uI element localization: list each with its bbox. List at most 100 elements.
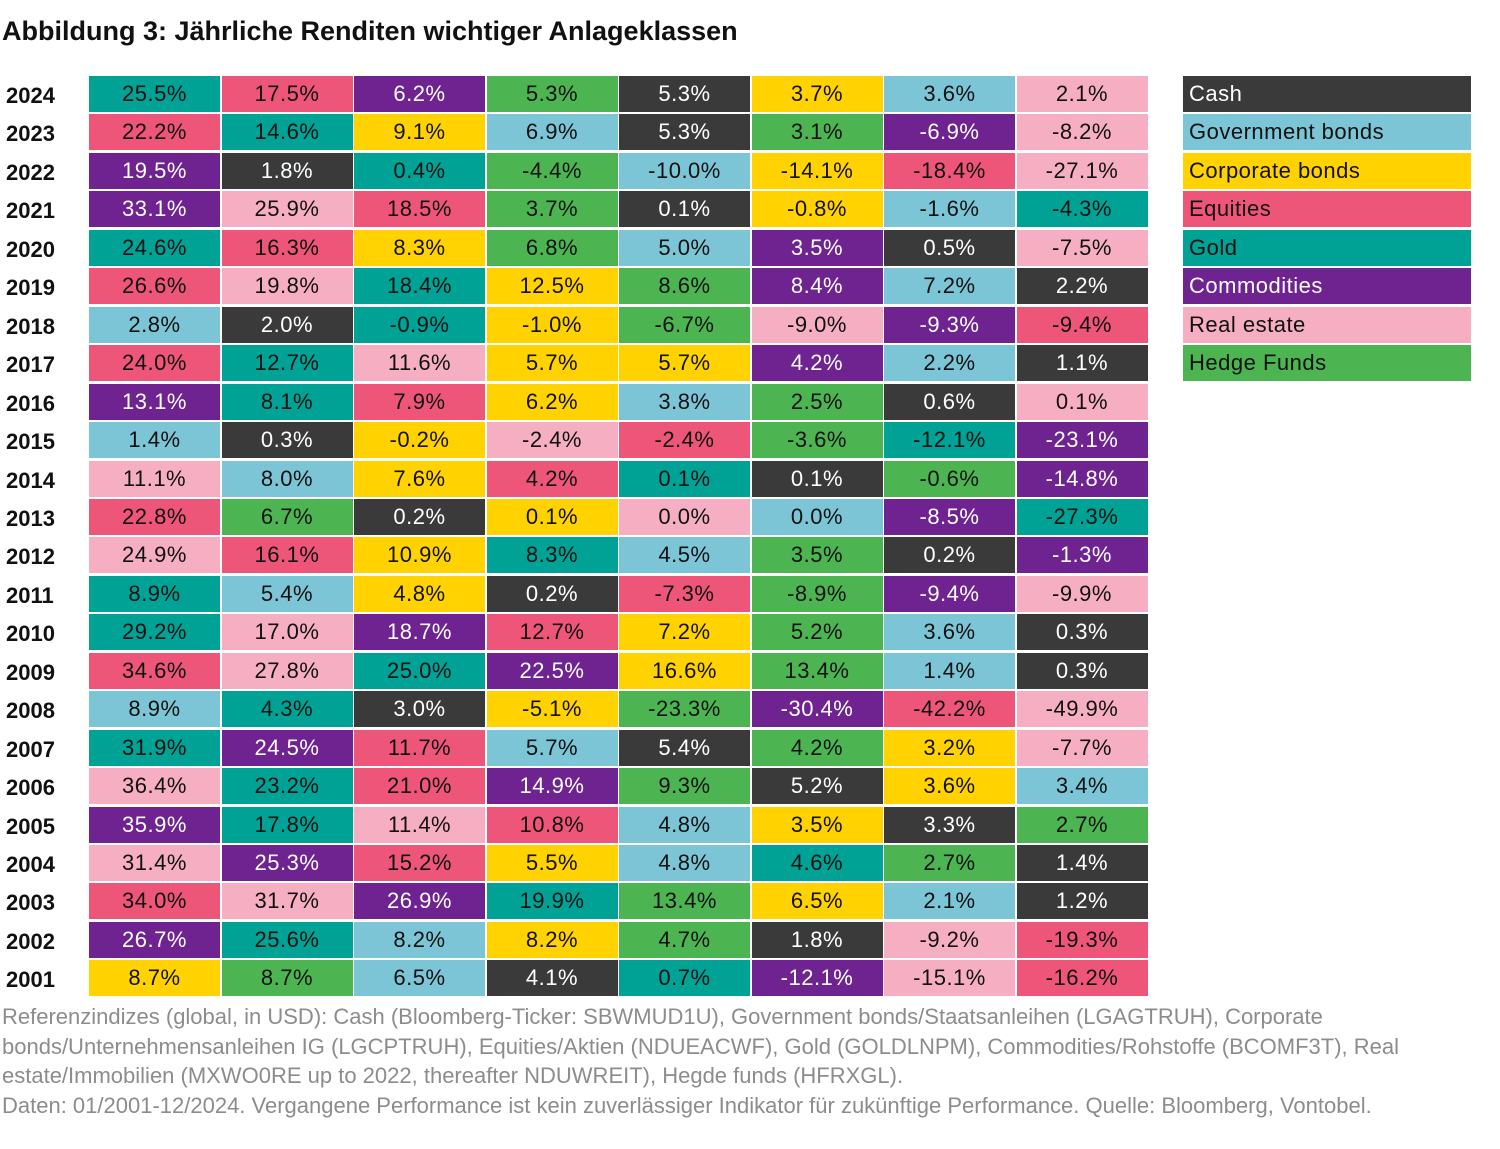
cell-comm: -14.8%: [1016, 460, 1148, 497]
cell-gov: 5.7%: [486, 729, 618, 766]
cell-re: 25.9%: [221, 191, 353, 228]
cell-eq: -18.4%: [884, 152, 1015, 189]
cell-comm: 6.2%: [354, 76, 485, 112]
year-label: 2019: [6, 275, 55, 301]
cell-corp: 0.1%: [486, 498, 618, 535]
cell-gold: 4.6%: [751, 845, 883, 881]
cell-corp: 6.2%: [486, 383, 618, 420]
cell-hf: 2.7%: [1016, 806, 1148, 843]
cell-comm: 8.4%: [751, 268, 883, 305]
cell-comm: 3.5%: [751, 229, 883, 266]
year-label: 2009: [6, 659, 55, 685]
cell-eq: 26.6%: [89, 268, 220, 305]
cell-comm: -23.1%: [1016, 422, 1148, 459]
year-label: 2024: [6, 83, 55, 108]
cell-corp: 3.6%: [884, 768, 1015, 805]
cell-corp: 3.5%: [751, 806, 883, 843]
cell-gold: 8.1%: [221, 383, 353, 420]
cell-eq: 16.1%: [221, 537, 353, 574]
legend-item-comm: Commodities: [1183, 268, 1471, 305]
cell-corp: 8.7%: [89, 960, 220, 997]
cell-hf: 6.8%: [486, 229, 618, 266]
cell-cash: 5.2%: [751, 768, 883, 805]
cell-eq: 16.3%: [221, 229, 353, 266]
cell-eq: 7.9%: [354, 383, 485, 420]
cell-comm: -12.1%: [751, 960, 883, 997]
cell-hf: 3.1%: [751, 114, 883, 151]
cell-eq: -7.3%: [619, 575, 750, 612]
cell-gov: 2.2%: [884, 345, 1015, 382]
cell-eq: 22.8%: [89, 498, 220, 535]
cell-cash: 0.1%: [619, 191, 750, 228]
year-label: 2011: [6, 582, 54, 608]
cell-hf: 8.6%: [619, 268, 750, 305]
cell-cash: 5.4%: [619, 729, 750, 766]
cell-cash: 3.3%: [884, 806, 1015, 843]
cell-gold: 18.4%: [354, 268, 485, 305]
cell-eq: -9.4%: [1016, 306, 1148, 343]
cell-corp: -0.2%: [354, 422, 485, 459]
cell-re: 0.0%: [619, 498, 750, 535]
cell-gold: -27.3%: [1016, 498, 1148, 535]
cell-eq: 17.5%: [221, 76, 353, 112]
cell-hf: 3.7%: [486, 191, 618, 228]
cell-re: -7.7%: [1016, 729, 1148, 766]
cell-cash: 2.2%: [1016, 268, 1148, 305]
cell-re: 19.8%: [221, 268, 353, 305]
cell-cash: 0.5%: [884, 229, 1015, 266]
cell-re: 31.7%: [221, 883, 353, 920]
cell-hf: -0.6%: [884, 460, 1015, 497]
cell-comm: -9.4%: [884, 575, 1015, 612]
cell-corp: 16.6%: [619, 652, 750, 689]
legend-item-gold: Gold: [1183, 229, 1471, 266]
cell-hf: 2.5%: [751, 383, 883, 420]
cell-gov: 4.8%: [619, 845, 750, 881]
year-label: 2017: [6, 352, 55, 378]
cell-gov: 5.4%: [221, 575, 353, 612]
cell-gov: 4.8%: [619, 806, 750, 843]
cell-re: -8.2%: [1016, 114, 1148, 151]
cell-corp: 5.7%: [486, 345, 618, 382]
cell-cash: 1.1%: [1016, 345, 1148, 382]
cell-cash: 0.6%: [884, 383, 1015, 420]
year-label: 2018: [6, 313, 55, 339]
cell-re: -49.9%: [1016, 691, 1148, 728]
cell-gold: 25.5%: [89, 76, 220, 112]
cell-corp: 6.5%: [751, 883, 883, 920]
cell-hf: 6.7%: [221, 498, 353, 535]
cell-gold: 25.0%: [354, 652, 485, 689]
cell-corp: 8.3%: [354, 229, 485, 266]
legend-item-cash: Cash: [1183, 76, 1471, 112]
cell-gov: 4.5%: [619, 537, 750, 574]
cell-comm: -9.3%: [884, 306, 1015, 343]
cell-re: 11.4%: [354, 806, 485, 843]
cell-hf: 3.5%: [751, 537, 883, 574]
footnote-sources: Referenzindizes (global, in USD): Cash (…: [2, 1004, 1400, 1089]
legend-item-eq: Equities: [1183, 191, 1471, 228]
cell-gov: 7.2%: [884, 268, 1015, 305]
year-label: 2020: [6, 236, 55, 262]
cell-re: 27.8%: [221, 652, 353, 689]
cell-comm: 35.9%: [89, 806, 220, 843]
cell-gov: 3.8%: [619, 383, 750, 420]
cell-cash: 1.2%: [1016, 883, 1148, 920]
cell-gold: 8.9%: [89, 575, 220, 612]
year-label: 2014: [6, 467, 55, 493]
cell-gold: 17.8%: [221, 806, 353, 843]
cell-gov: 1.4%: [884, 652, 1015, 689]
footnote: Referenzindizes (global, in USD): Cash (…: [2, 1002, 1492, 1120]
cell-re: 2.1%: [1016, 76, 1148, 112]
cell-comm: 14.9%: [486, 768, 618, 805]
cell-gov: 2.1%: [884, 883, 1015, 920]
cell-cash: 0.3%: [1016, 614, 1148, 651]
cell-re: 36.4%: [89, 768, 220, 805]
cell-comm: 33.1%: [89, 191, 220, 228]
cell-corp: 9.1%: [354, 114, 485, 151]
cell-hf: 13.4%: [751, 652, 883, 689]
cell-gov: 8.0%: [221, 460, 353, 497]
cell-re: 11.6%: [354, 345, 485, 382]
cell-hf: -6.7%: [619, 306, 750, 343]
cell-re: 31.4%: [89, 845, 220, 881]
year-label: 2022: [6, 159, 55, 185]
cell-cash: 0.3%: [1016, 652, 1148, 689]
